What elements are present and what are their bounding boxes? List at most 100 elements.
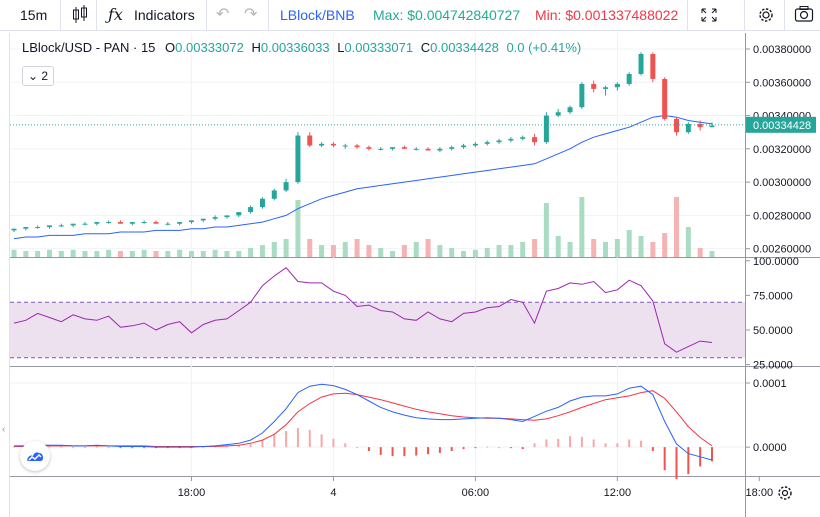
candle-body xyxy=(141,222,147,224)
candle-body xyxy=(271,190,277,199)
volume-bar xyxy=(307,239,313,257)
macd-histogram-bar xyxy=(107,447,110,449)
volume-bar xyxy=(165,251,171,257)
volume-bar xyxy=(425,239,431,257)
macd-line xyxy=(14,383,713,461)
candle-body xyxy=(70,223,76,226)
undo-icon[interactable]: ↶ xyxy=(216,6,230,23)
interval-selector[interactable]: 15m xyxy=(20,7,48,23)
candle-body xyxy=(603,87,609,89)
candle-style-icon[interactable] xyxy=(72,0,88,30)
settings-gear-icon[interactable] xyxy=(756,0,776,30)
open-label: O xyxy=(165,40,176,55)
macd-histogram-bar xyxy=(438,447,441,453)
macd-histogram-bar xyxy=(427,447,430,455)
macd-histogram-bar xyxy=(640,440,643,448)
volume-bar xyxy=(366,245,372,257)
candle-body xyxy=(626,73,632,84)
volume-bar xyxy=(224,251,230,257)
rsi-line xyxy=(13,267,713,353)
macd-histogram-bar xyxy=(474,447,477,449)
macd-histogram-bar xyxy=(60,446,63,448)
volume-bar xyxy=(117,251,123,257)
pair-link[interactable]: LBlock/BNB xyxy=(280,7,355,23)
candle-body xyxy=(697,123,703,128)
candle-body xyxy=(579,83,585,108)
volume-bar xyxy=(283,239,289,257)
candle-body xyxy=(425,148,431,151)
macd-histogram-bar xyxy=(48,446,51,448)
candle-body xyxy=(330,143,336,146)
volume-bar xyxy=(259,245,265,257)
left-panel-handle-icon[interactable]: ‹ xyxy=(2,424,6,435)
candle-body xyxy=(413,148,419,150)
candle-body xyxy=(567,107,573,113)
max-price-label: Max: $0.004742840727 xyxy=(373,7,521,23)
fullscreen-icon[interactable] xyxy=(700,0,718,30)
candle-style-glyph xyxy=(73,5,87,23)
candle-body xyxy=(177,222,183,224)
toolbar-divider xyxy=(784,0,785,30)
macd-histogram-bar xyxy=(592,439,595,448)
volume-bar xyxy=(579,197,585,257)
low-label: L xyxy=(337,40,345,55)
tradingview-logo-icon[interactable] xyxy=(20,441,50,471)
volume-bar xyxy=(685,227,691,257)
legend-collapse-button[interactable]: ⌄ 2 xyxy=(22,66,54,86)
macd-histogram-bar xyxy=(498,447,501,449)
macd-histogram-bar xyxy=(580,436,583,448)
macd-histogram-bar xyxy=(379,447,382,455)
volume-bar xyxy=(650,242,656,257)
change-value: 0.0 (+0.41%) xyxy=(506,40,582,55)
camera-icon[interactable] xyxy=(794,0,814,30)
price-tick-label: 0.00260000 xyxy=(753,244,811,256)
macd-histogram-bar xyxy=(131,447,134,449)
macd-histogram-bar xyxy=(604,443,607,448)
volume-bar xyxy=(46,249,52,257)
volume-bar xyxy=(614,239,620,257)
toolbar-divider xyxy=(96,0,97,30)
volume-bar xyxy=(236,251,242,257)
macd-histogram-bar xyxy=(320,434,323,448)
macd-histogram-bar xyxy=(356,447,359,449)
volume-bar xyxy=(461,251,467,257)
price-tick-label: 0.00280000 xyxy=(753,210,811,222)
macd-histogram-bar xyxy=(403,447,406,457)
function-icon[interactable]: ƒx xyxy=(108,5,123,24)
candle-body xyxy=(224,215,230,218)
volume-bar xyxy=(626,230,632,257)
volume-bar xyxy=(35,251,41,257)
macd-histogram-bar xyxy=(261,440,264,448)
gear-glyph xyxy=(759,8,773,22)
macd-tick-label: 0.0001 xyxy=(753,378,787,390)
volume-bar xyxy=(603,242,609,257)
volume-bar xyxy=(709,251,715,257)
open-value: 0.00333072 xyxy=(175,40,244,55)
candle-body xyxy=(366,147,372,149)
candle-body xyxy=(685,123,691,133)
volume-bar xyxy=(413,242,419,257)
time-tick-label: 4 xyxy=(330,487,336,499)
price-tick-label: 0.00380000 xyxy=(753,44,811,56)
toolbar-divider xyxy=(744,0,745,30)
top-toolbar: 15m ƒx Indicators ↶ ↷ LBlock/BNB Max: $0… xyxy=(0,0,820,31)
redo-icon[interactable]: ↷ xyxy=(244,6,258,23)
time-tick-label: 18:00 xyxy=(178,487,206,499)
candle-body xyxy=(674,118,680,133)
candle-body xyxy=(496,140,502,143)
volume-bar xyxy=(330,245,336,257)
price-tick-label: 0.00300000 xyxy=(753,177,811,189)
logo-glyph xyxy=(27,452,43,461)
candle-body xyxy=(23,227,29,229)
indicators-button[interactable]: Indicators xyxy=(134,7,195,23)
candle-body xyxy=(259,198,265,208)
volume-bar xyxy=(212,249,218,257)
volume-bar xyxy=(342,242,348,257)
candle-body xyxy=(591,83,597,89)
high-value: 0.00336033 xyxy=(260,40,330,55)
axis-settings-gear-icon[interactable] xyxy=(775,483,795,503)
macd-histogram-bar xyxy=(486,446,489,448)
low-value: 0.00333071 xyxy=(344,40,414,55)
rsi-tick-label: 100.0000 xyxy=(753,256,799,268)
